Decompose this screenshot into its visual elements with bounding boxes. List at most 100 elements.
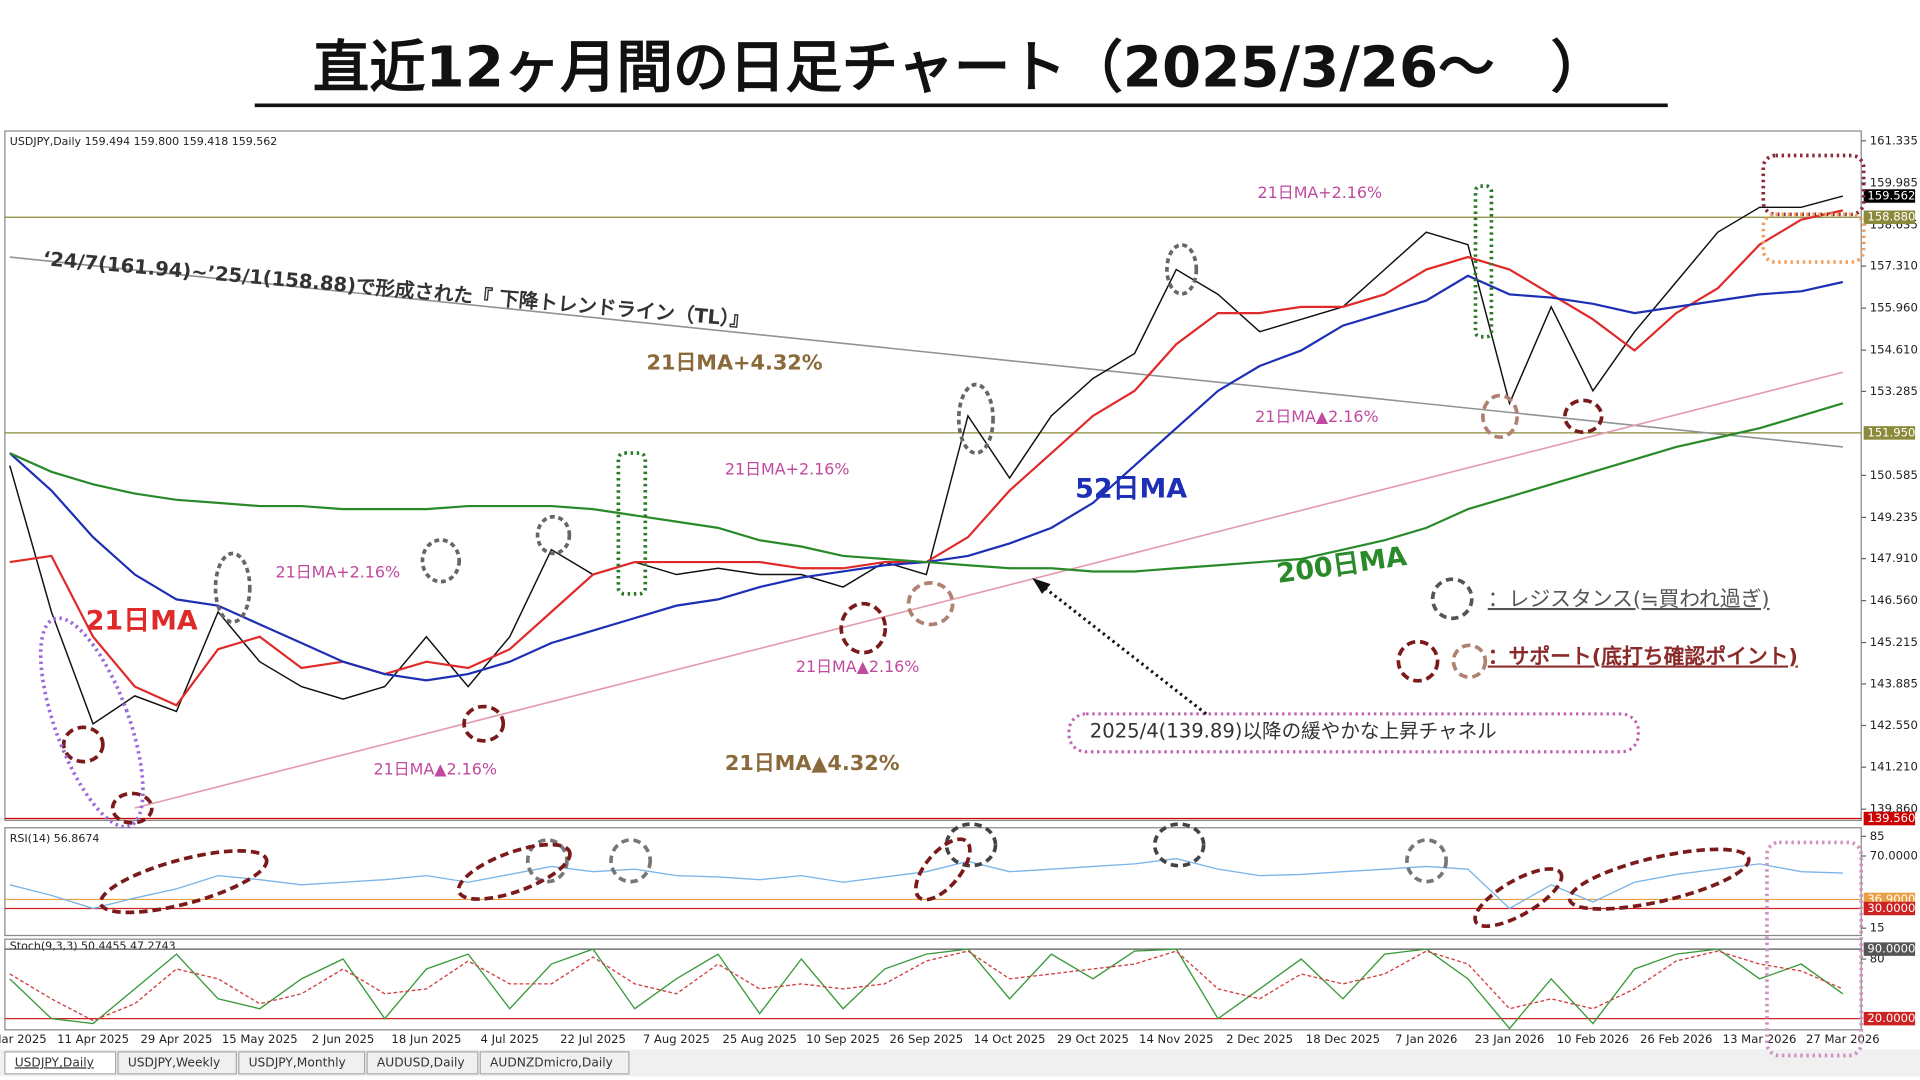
x-tick-label: 29 Oct 2025 — [1057, 1032, 1129, 1046]
level-label: 90.0000 — [1867, 942, 1915, 956]
series-line — [9, 195, 1844, 726]
x-tick-label: 4 Jul 2025 — [481, 1032, 539, 1046]
resistance-mark — [420, 538, 462, 584]
support-mark — [839, 601, 888, 655]
x-tick-label: 15 May 2025 — [222, 1032, 298, 1046]
highlight-box — [1761, 153, 1866, 217]
y-tick-label: 145.215 — [1870, 635, 1918, 649]
resistance-box — [1473, 184, 1494, 339]
y-tick-label: 143.885 — [1870, 676, 1918, 690]
level-box — [1863, 1011, 1916, 1026]
channel-label-box — [1067, 712, 1640, 754]
resistance-mark — [956, 382, 995, 455]
price-panel — [4, 130, 1862, 822]
panel-header: Stoch(9,3,3) 50.4455 47.2743 — [10, 940, 176, 953]
tab-label[interactable]: USDJPY,Monthly — [249, 1055, 346, 1069]
support-mark — [1563, 398, 1604, 435]
highlight-box — [1761, 212, 1866, 264]
trend-line — [9, 256, 1843, 448]
y-tick-label: 155.960 — [1870, 301, 1918, 315]
annotation: 2025/4(139.89)以降の緩やかな上昇チャネル — [1090, 720, 1497, 743]
support-mark — [61, 725, 105, 764]
annotation: 21日MA▲2.16% — [796, 657, 920, 676]
rsi-panel — [4, 827, 1862, 937]
resistance-mark — [1405, 838, 1448, 884]
y-tick-label: 157.310 — [1870, 259, 1918, 273]
annotation: 21日MA▲2.16% — [1255, 407, 1379, 426]
support-mark — [110, 791, 154, 825]
annotation: 21日MA+4.32% — [647, 351, 823, 375]
y-tick-label: 161.335 — [1870, 133, 1918, 147]
x-tick-label: 2 Dec 2025 — [1226, 1032, 1293, 1046]
tab-label[interactable]: USDJPY,Weekly — [128, 1055, 220, 1069]
level-label: 158.880 — [1867, 210, 1915, 224]
support-mark — [906, 581, 955, 627]
y-tick-label: 149.235 — [1870, 510, 1918, 524]
panel-header: USDJPY,Daily 159.494 159.800 159.418 159… — [10, 135, 278, 148]
series-line — [9, 948, 1844, 1030]
annotation: 21日MA+2.16% — [276, 563, 401, 582]
arrow-line — [1037, 581, 1208, 716]
y-tick-label: 150.585 — [1870, 468, 1918, 482]
y-tick-label: 85 — [1870, 829, 1885, 843]
x-tick-label: 23 Jan 2026 — [1475, 1032, 1545, 1046]
page-title: 直近12ヶ月間の日足チャート（2025/3/26～ ） — [313, 36, 1607, 101]
x-tick-label: 29 Apr 2025 — [140, 1032, 212, 1046]
legend-icon — [1396, 639, 1440, 683]
level-label: 20.0000 — [1867, 1011, 1915, 1025]
level-box — [1863, 901, 1916, 916]
x-tick-label: 26 Feb 2026 — [1640, 1032, 1712, 1046]
y-tick-label: 159.985 — [1870, 175, 1918, 189]
y-tick-label: 141.210 — [1870, 760, 1918, 774]
resistance-mark — [609, 838, 653, 884]
tab-label[interactable]: AUDUSD,Daily — [377, 1055, 465, 1069]
resistance-box — [616, 451, 648, 596]
tab[interactable] — [238, 1051, 366, 1075]
annotation: ：サポート(底打ち確認ポイント) — [1488, 645, 1798, 669]
x-tick-label: 18 Dec 2025 — [1306, 1032, 1380, 1046]
legend-icon — [1430, 577, 1474, 621]
x-tick-label: 7 Jan 2026 — [1395, 1032, 1457, 1046]
panel-header: RSI(14) 56.8674 — [10, 832, 100, 845]
level-label: 159.562 — [1867, 189, 1915, 203]
resistance-mark — [213, 551, 252, 624]
x-tick-label: 18 Jun 2025 — [391, 1032, 461, 1046]
legend-icon — [1451, 643, 1488, 679]
x-tick-label: 14 Nov 2025 — [1139, 1032, 1213, 1046]
support-mark — [462, 704, 506, 743]
x-tick-label: 22 Jul 2025 — [560, 1032, 626, 1046]
x-tick-label: 7 Aug 2025 — [643, 1032, 710, 1046]
tab[interactable] — [479, 1051, 630, 1075]
annotation: ：レジスタンス(≒買われ過ぎ) — [1488, 587, 1770, 611]
support-mark — [98, 849, 269, 915]
x-tick-label: 27 Mar 2026 — [1806, 1032, 1880, 1046]
x-tick-label: 10 Feb 2026 — [1557, 1032, 1629, 1046]
level-box — [1863, 189, 1916, 203]
support-mark — [914, 837, 972, 902]
x-tick-label: 2 Jun 2025 — [312, 1032, 375, 1046]
x-tick-label: 25 Aug 2025 — [722, 1032, 796, 1046]
support-mark — [1567, 847, 1751, 911]
level-label: 30.0000 — [1867, 901, 1915, 915]
resistance-mark — [1152, 822, 1206, 868]
y-tick-label: 147.910 — [1870, 551, 1918, 565]
tab[interactable] — [366, 1051, 479, 1075]
tab[interactable] — [117, 1051, 237, 1075]
support-mark — [1473, 867, 1564, 929]
tab[interactable] — [4, 1051, 117, 1075]
y-tick-label: 153.285 — [1870, 384, 1918, 398]
level-label: 139.560 — [1867, 811, 1915, 825]
resistance-mark — [944, 822, 998, 868]
level-box — [1863, 942, 1916, 956]
y-tick-label: 154.610 — [1870, 343, 1918, 357]
y-tick-label: 146.560 — [1870, 593, 1918, 607]
series-label: 21日MA — [86, 606, 198, 637]
tab-label[interactable]: AUDNZDmicro,Daily — [490, 1055, 613, 1069]
x-tick-label: 14 Oct 2025 — [974, 1032, 1046, 1046]
arrow-head — [1032, 577, 1051, 594]
level-box — [1863, 210, 1916, 224]
series-line — [9, 950, 1844, 1022]
series-line — [9, 402, 1844, 573]
tab-label[interactable]: USDJPY,Daily — [15, 1055, 94, 1069]
